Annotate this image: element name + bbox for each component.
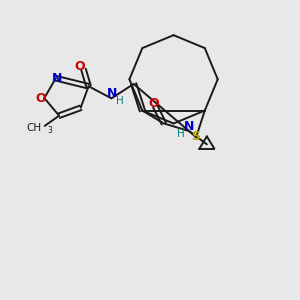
Text: S: S	[191, 130, 200, 143]
Text: H: H	[116, 96, 124, 106]
Text: O: O	[35, 92, 46, 105]
Text: N: N	[107, 87, 117, 101]
Text: N: N	[184, 120, 194, 133]
Text: O: O	[148, 97, 159, 110]
Text: O: O	[75, 61, 85, 74]
Text: H: H	[177, 129, 185, 139]
Text: N: N	[52, 72, 62, 85]
Text: 3: 3	[47, 126, 52, 135]
Text: CH: CH	[27, 123, 42, 133]
